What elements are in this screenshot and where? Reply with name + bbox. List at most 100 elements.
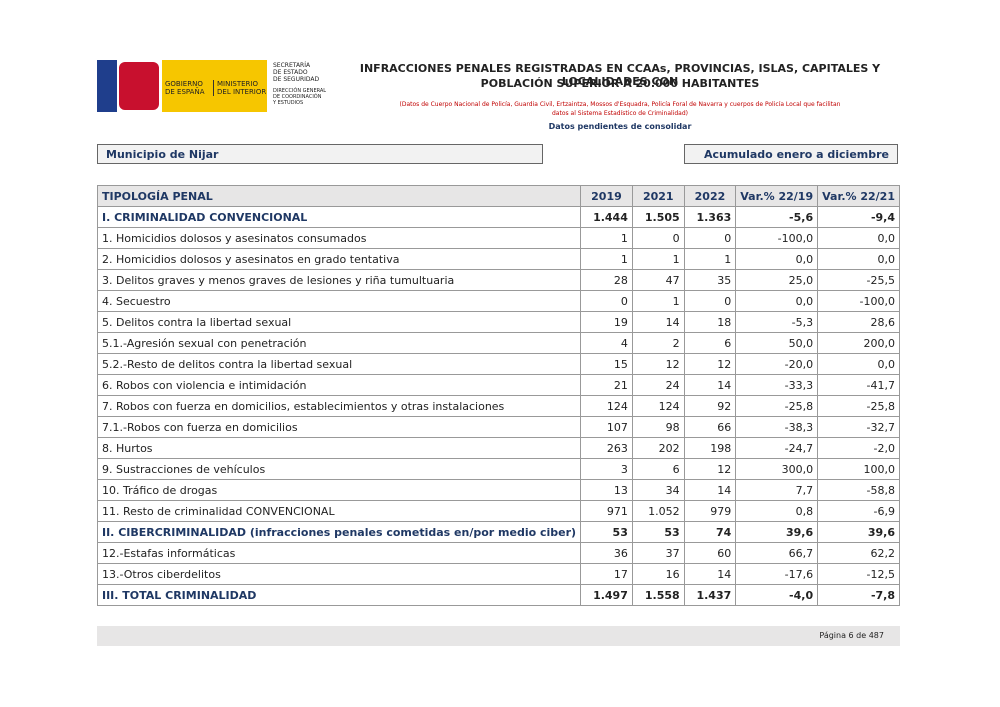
cell-label: I. CRIMINALIDAD CONVENCIONAL [96, 206, 582, 228]
cell-value: 0 [683, 290, 737, 312]
cell-value: 7,7 [735, 479, 819, 501]
cell-label: 4. Secuestro [96, 290, 582, 312]
cell-label: 3. Delitos graves y menos graves de lesi… [96, 269, 582, 291]
cell-value: 107 [580, 416, 633, 438]
cell-label: 10. Tráfico de drogas [96, 479, 582, 501]
cell-value: 1.052 [631, 500, 685, 522]
cell-value: 53 [631, 521, 685, 543]
cell-value: 0 [631, 227, 685, 249]
cell-value: 24 [631, 374, 685, 396]
cell-value: 1.558 [631, 584, 685, 606]
cell-label: 7.1.-Robos con fuerza en domicilios [96, 416, 582, 438]
table-row: 7. Robos con fuerza en domicilios, estab… [96, 395, 900, 417]
cell-value: 13 [580, 479, 633, 501]
logo-text: SECRETARÍA [273, 62, 311, 69]
cell-value: 1 [580, 248, 633, 270]
title: POBLACIÓN SUPERIOR A 20.000 HABITANTES [480, 77, 760, 90]
cell-value: 36 [580, 542, 633, 564]
cell-label: 11. Resto de criminalidad CONVENCIONAL [96, 500, 582, 522]
cell-value: 28 [580, 269, 633, 291]
periodo: Acumulado enero a diciembre [684, 144, 898, 164]
cell-value: -100,0 [735, 227, 819, 249]
cell-value: -38,3 [735, 416, 819, 438]
cell-value: -17,6 [735, 563, 819, 585]
table-row: 4. Secuestro 0 1 0 0,0 -100,0 [96, 290, 900, 312]
cell-value: 18 [683, 311, 737, 333]
cell-value: 14 [683, 479, 737, 501]
column-header: TIPOLOGÍA PENAL [96, 185, 582, 207]
cell-value: 1.444 [580, 206, 633, 228]
cell-value: 1 [580, 227, 633, 249]
cell-value: 1.505 [631, 206, 685, 228]
cell-value: -2,0 [817, 437, 900, 459]
column-header: 2019 [580, 185, 633, 207]
cell-value: 0 [683, 227, 737, 249]
table-row: 12.-Estafas informáticas 36 37 60 66,7 62,2 [96, 542, 900, 564]
cell-value: 200,0 [817, 332, 900, 354]
pending: Datos pendientes de consolidar [548, 122, 692, 131]
cell-label: 2. Homicidios dolosos y asesinatos en gr… [96, 248, 582, 270]
cell-value: 1.497 [580, 584, 633, 606]
cell-value: 39,6 [735, 521, 819, 543]
cell-value: 12 [683, 353, 737, 375]
title: INFRACCIONES PENALES REGISTRADAS EN CCAA… [359, 62, 881, 88]
column-header: Var.% 22/21 [817, 185, 900, 207]
cell-value: 0,8 [735, 500, 819, 522]
shield [119, 62, 159, 110]
table-row: I. CRIMINALIDAD CONVENCIONAL 1.444 1.505 1.… [96, 206, 900, 228]
cell-value: -6,9 [817, 500, 900, 522]
cell-label: 5. Delitos contra la libertad sexual [96, 311, 582, 333]
cell-value: 1.437 [683, 584, 737, 606]
cell-value: 28,6 [817, 311, 900, 333]
cell-value: 39,6 [817, 521, 900, 543]
column-header: Var.% 22/19 [735, 185, 819, 207]
cell-value: 6 [631, 458, 685, 480]
cell-value: 74 [683, 521, 737, 543]
cell-label: 7. Robos con fuerza en domicilios, estab… [96, 395, 582, 417]
logo-text: DE COORDINACIÓN [273, 94, 322, 100]
logo-text: DE ESPAÑA [165, 88, 205, 96]
cell-value: 2 [631, 332, 685, 354]
table-row: 1. Homicidios dolosos y asesinatos consu… [96, 227, 900, 249]
table-row: III. TOTAL CRIMINALIDAD 1.497 1.558 1.437 -4… [96, 584, 900, 606]
cell-value: -58,8 [817, 479, 900, 501]
cell-value: -33,3 [735, 374, 819, 396]
cell-value: 300,0 [735, 458, 819, 480]
cell-value: 37 [631, 542, 685, 564]
note: (Datos de Cuerpo Nacional de Policía, Gu… [399, 101, 841, 108]
page-number: Página 6 de 487 [819, 631, 884, 640]
cell-value: 66 [683, 416, 737, 438]
municipio: Municipio de Nijar [97, 144, 543, 164]
table-row: 2. Homicidios dolosos y asesinatos en gr… [96, 248, 900, 270]
cell-value: 124 [580, 395, 633, 417]
logo-text: Y ESTUDIOS [273, 100, 304, 106]
cell-value: 16 [631, 563, 685, 585]
cell-value: -25,8 [817, 395, 900, 417]
cell-value: 35 [683, 269, 737, 291]
logo-text: MINISTERIO [217, 80, 258, 88]
footer-bar [97, 626, 900, 646]
note: datos al Sistema Estadístico de Criminal… [551, 110, 688, 117]
cell-value: 0 [580, 290, 633, 312]
cell-value: 19 [580, 311, 633, 333]
logo-text: DE SEGURIDAD [273, 76, 320, 83]
table-row: 5.2.-Resto de delitos contra la libertad… [96, 353, 900, 375]
cell-value: 971 [580, 500, 633, 522]
cell-value: 14 [683, 374, 737, 396]
cell-value: 0,0 [817, 248, 900, 270]
cell-value: 62,2 [817, 542, 900, 564]
cell-value: -5,3 [735, 311, 819, 333]
cell-value: -20,0 [735, 353, 819, 375]
cell-value: 47 [631, 269, 685, 291]
cell-value: 124 [631, 395, 685, 417]
cell-value: 34 [631, 479, 685, 501]
cell-value: 100,0 [817, 458, 900, 480]
table-row: 9. Sustracciones de vehículos 3 6 12 300,0 10… [96, 458, 900, 480]
cell-value: -7,8 [817, 584, 900, 606]
cell-value: 0,0 [735, 290, 819, 312]
cell-value: 263 [580, 437, 633, 459]
logo-text: DEL INTERIOR [217, 88, 267, 96]
table-row: 8. Hurtos 263 202 198 -24,7 -2,0 [96, 437, 900, 459]
cell-label: 13.-Otros ciberdelitos [96, 563, 582, 585]
